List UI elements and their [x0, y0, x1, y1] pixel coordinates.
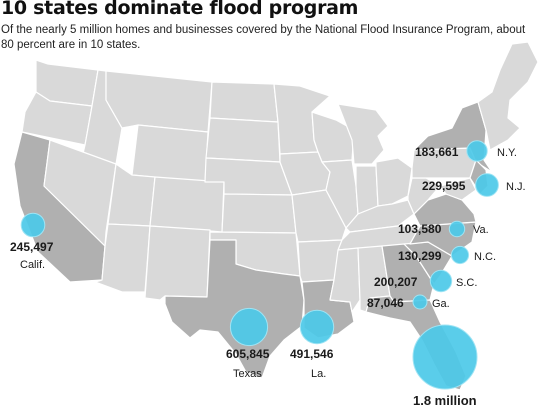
bubble-la [299, 309, 335, 345]
value-label-nc: 130,299 [398, 249, 442, 263]
value-label-nj: 229,595 [422, 179, 466, 193]
map-title: 10 states dominate flood program [1, 0, 359, 19]
state-label-sc: S.C. [456, 277, 477, 289]
state-label-la: La. [311, 368, 326, 380]
bubble-texas [229, 307, 269, 347]
bubble-nc [450, 245, 470, 265]
state-wyoming [131, 124, 209, 183]
state-new-mexico [144, 225, 211, 301]
state-label-nj: N.J. [506, 181, 526, 193]
value-label-la: 491,546 [290, 347, 334, 361]
state-label-nc: N.C. [474, 251, 496, 263]
value-label-va: 103,580 [398, 222, 442, 236]
state-michigan [337, 103, 389, 165]
value-label-texas: 605,845 [226, 347, 270, 361]
state-label-ny: N.Y. [497, 147, 517, 159]
state-label-va: Va. [473, 224, 489, 236]
bubble-ga [412, 294, 428, 310]
value-label-fla: 1.8 million [413, 393, 477, 408]
state-label-calif: Calif. [20, 259, 45, 271]
state-virginia [413, 193, 477, 227]
bubble-va [448, 220, 466, 238]
value-label-calif: 245,497 [10, 240, 54, 254]
state-maryland [439, 177, 477, 201]
state-label-texas: Texas [233, 368, 262, 380]
value-label-ny: 183,661 [415, 145, 459, 159]
state-ohio [375, 157, 413, 207]
bubble-calif [20, 212, 46, 238]
bubble-ny [466, 140, 488, 162]
state-colorado [149, 176, 225, 233]
map-subtitle: Of the nearly 5 million homes and busine… [1, 24, 526, 51]
state-kansas [221, 193, 297, 234]
state-south-dakota [205, 117, 281, 163]
state-new-england [477, 41, 539, 151]
state-label-ga: Ga. [432, 298, 450, 310]
bubble-fla [412, 324, 478, 390]
value-label-sc: 200,207 [374, 275, 418, 289]
bubble-sc [429, 269, 453, 293]
state-montana [105, 70, 213, 133]
bubble-nj [475, 173, 499, 197]
value-label-ga: 87,046 [367, 296, 404, 310]
state-north-dakota [209, 81, 279, 123]
state-texas [164, 239, 305, 379]
